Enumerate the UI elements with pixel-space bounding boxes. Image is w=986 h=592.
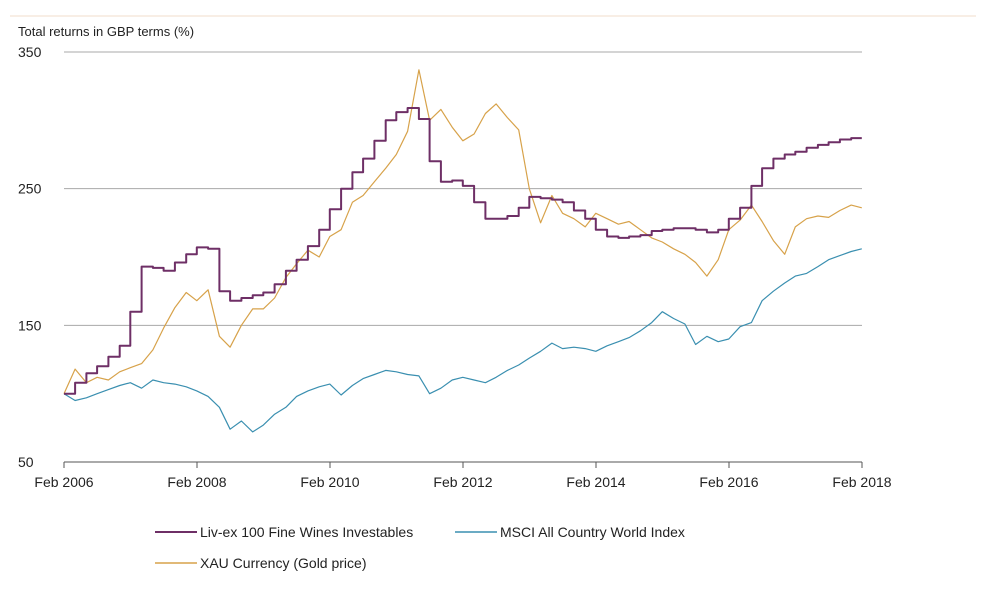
y-axis-title: Total returns in GBP terms (%) bbox=[18, 24, 194, 39]
x-tick-label: Feb 2016 bbox=[699, 474, 758, 490]
axes: 50 150 250 350 Feb 2006 Feb 2008 Feb 2010 Feb 2… bbox=[18, 44, 892, 490]
legend-label-gold: XAU Currency (Gold price) bbox=[200, 555, 367, 571]
legend-label-wine: Liv-ex 100 Fine Wines Investables bbox=[200, 524, 413, 540]
x-tick-label: Feb 2010 bbox=[300, 474, 359, 490]
legend-label-msci: MSCI All Country World Index bbox=[500, 524, 685, 540]
grid-lines bbox=[64, 51, 862, 326]
x-tick-label: Feb 2006 bbox=[34, 474, 93, 490]
series-line-msci bbox=[63, 248, 862, 433]
x-tick-label: Feb 2018 bbox=[832, 474, 891, 490]
series-lines bbox=[63, 69, 862, 433]
x-tick-label: Feb 2014 bbox=[566, 474, 625, 490]
x-tick-label: Feb 2012 bbox=[433, 474, 492, 490]
y-tick-label: 250 bbox=[18, 181, 42, 197]
series-line-wine bbox=[64, 107, 862, 395]
y-tick-label: 150 bbox=[18, 317, 42, 333]
x-tick-label: Feb 2008 bbox=[167, 474, 226, 490]
y-tick-label: 350 bbox=[18, 44, 42, 60]
series-line-gold bbox=[63, 69, 862, 394]
legend: Liv-ex 100 Fine Wines Investables MSCI Al… bbox=[155, 524, 685, 571]
y-tick-label: 50 bbox=[18, 454, 34, 470]
